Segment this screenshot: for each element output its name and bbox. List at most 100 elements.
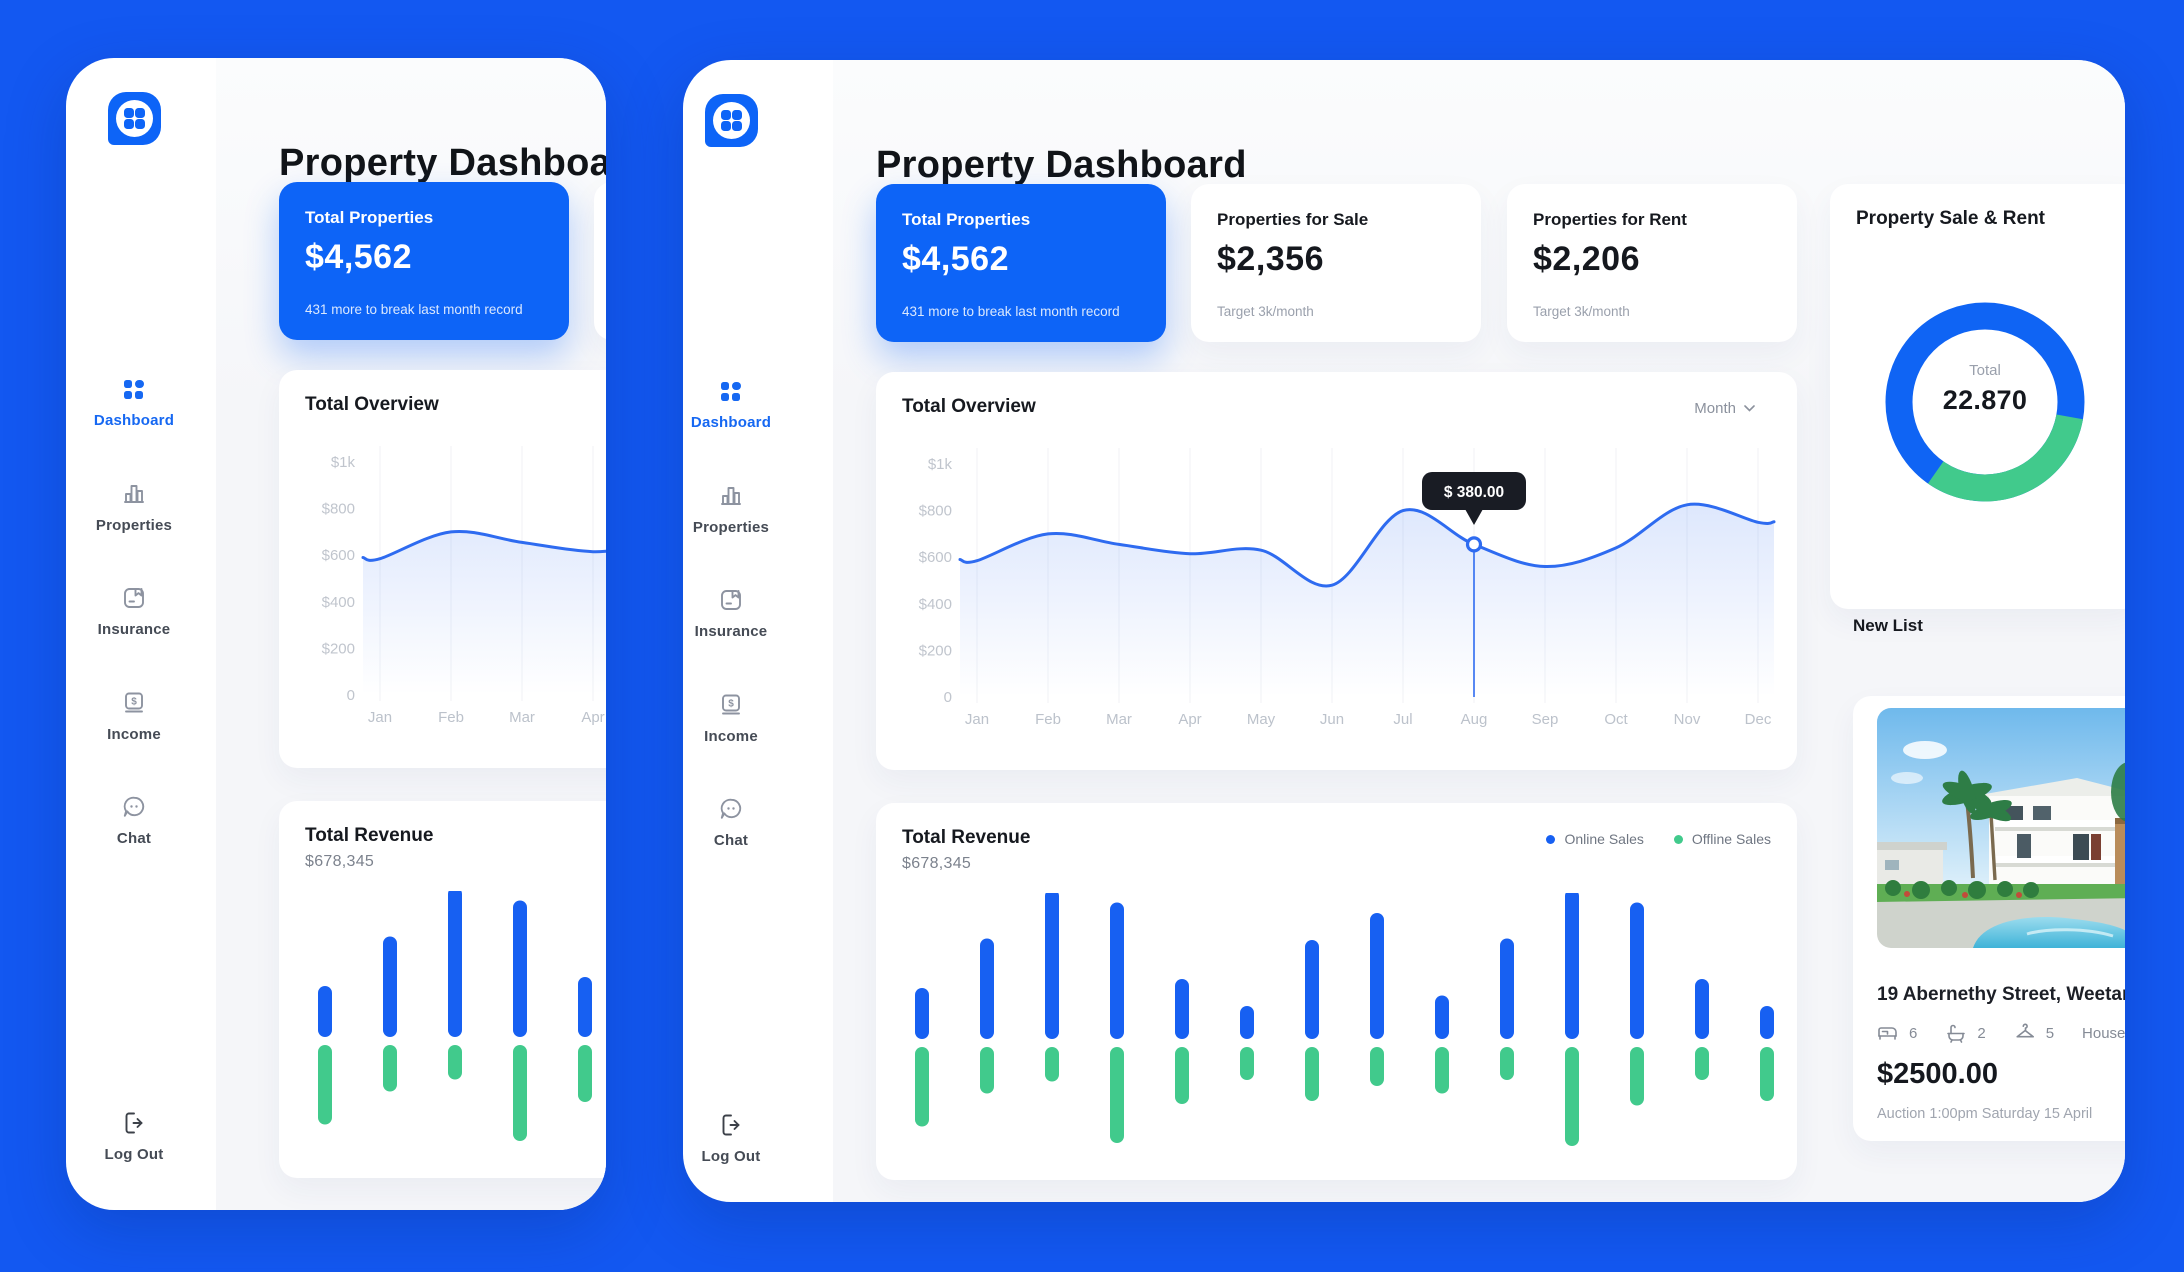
donut-center: Total 22.870 [1905, 362, 2065, 416]
sidebar-item-income[interactable]: $ Income [683, 692, 779, 745]
svg-text:Dec: Dec [1745, 711, 1772, 728]
svg-text:Oct: Oct [1604, 711, 1628, 728]
svg-text:$: $ [728, 699, 734, 710]
listing-price: $2500.00 [1877, 1058, 1998, 1090]
overview-title: Total Overview [305, 394, 439, 415]
sidebar-item-label: Insurance [97, 621, 171, 638]
overview-line-chart: JanFebMarAprMayJunJulAugSepOctNovDec$1k$… [322, 446, 606, 726]
sidebar: Dashboard Properties Insurance [86, 58, 182, 1210]
svg-text:$ 380.00: $ 380.00 [1444, 484, 1504, 501]
bar-chart-icon [721, 487, 741, 505]
svg-text:Jan: Jan [368, 709, 392, 726]
sidebar-item-label: Properties [692, 519, 770, 536]
stat-note: 431 more to break last month record [305, 302, 523, 317]
svg-text:Jun: Jun [1320, 711, 1344, 728]
sidebar-item-logout[interactable]: Log Out [683, 1112, 779, 1165]
stat-label: Total Properties [305, 208, 434, 227]
dashboard-icon [124, 380, 144, 399]
sidebar-item-properties[interactable]: Properties [86, 481, 182, 534]
svg-text:Sep: Sep [1532, 711, 1559, 728]
total-revenue-card: Total Revenue $678,345 Online Sales Offl… [279, 801, 606, 1178]
dollar-book-icon: $ [125, 692, 143, 713]
page-title: Property Dashboard [876, 144, 1247, 186]
dashboard-icon [721, 382, 741, 401]
svg-text:$200: $200 [919, 642, 952, 659]
svg-text:$800: $800 [919, 503, 952, 520]
new-list-title: New List [1853, 616, 1923, 635]
sidebar-item-dashboard[interactable]: Dashboard [86, 376, 182, 429]
legend-label: Online Sales [1564, 831, 1644, 847]
stat-label: Properties for Sale [1217, 210, 1369, 229]
revenue-total: $678,345 [902, 855, 972, 872]
sidebar-item-insurance[interactable]: Insurance [683, 587, 779, 640]
sidebar-item-income[interactable]: $ Income [86, 690, 182, 743]
period-dropdown[interactable]: Month [1694, 400, 1755, 417]
property-sale-rent-card: Property Sale & Rent Total 22.870 [1830, 184, 2125, 609]
logo-circle [116, 100, 153, 137]
donut-center-value: 22.870 [1942, 385, 2028, 415]
bath-icon [1947, 1024, 1966, 1043]
svg-text:$1k: $1k [928, 456, 953, 473]
sidebar-item-label: Income [107, 726, 161, 743]
sidebar-item-label: Log Out [701, 1148, 761, 1165]
stat-note: 431 more to break last month record [902, 304, 1120, 319]
sidebar-item-properties[interactable]: Properties [683, 483, 779, 536]
legend-label: Offline Sales [1691, 831, 1771, 847]
chart-legend: Online Sales Offline Sales [1546, 831, 1771, 847]
logout-icon [125, 1112, 143, 1134]
property-type: House [2082, 1024, 2125, 1042]
svg-text:$400: $400 [919, 596, 952, 613]
svg-text:Apr: Apr [1178, 711, 1201, 728]
revenue-bar-chart [318, 891, 592, 1141]
svg-text:Aug: Aug [1461, 711, 1488, 728]
listing-address: 19 Abernethy Street, Weetan [1877, 984, 2125, 1005]
svg-text:Mar: Mar [1106, 711, 1132, 728]
revenue-bar-chart [915, 893, 1774, 1146]
dollar-book-icon: $ [722, 694, 740, 715]
svg-text:Nov: Nov [1674, 711, 1701, 728]
sidebar-item-logout[interactable]: Log Out [86, 1110, 182, 1163]
bed-icon [1878, 1027, 1897, 1040]
dashboard-panel-left: Dashboard Properties Insurance [66, 58, 606, 1210]
bath-count: 2 [1977, 1024, 1986, 1042]
logo-clover-icon [123, 107, 146, 130]
svg-text:$: $ [131, 697, 137, 708]
sidebar-item-chat[interactable]: Chat [683, 796, 779, 849]
stat-label: Total Properties [902, 210, 1031, 229]
sidebar-item-label: Chat [116, 830, 152, 847]
online-sales-dot-icon [1546, 834, 1556, 844]
svg-text:$800: $800 [322, 501, 355, 518]
svg-text:Feb: Feb [438, 709, 464, 726]
period-dropdown-value: Month [1694, 400, 1736, 417]
hanger-icon [2016, 1023, 2034, 1038]
properties-for-rent-card: Properties for Rent $2,206 Target 3k/mon… [1507, 184, 1797, 342]
listing-card[interactable]: 19 Abernethy Street, Weetan 6 2 [1853, 696, 2125, 1141]
svg-text:Apr: Apr [581, 709, 604, 726]
revenue-title: Total Revenue [305, 825, 434, 846]
sidebar-item-label: Income [704, 728, 758, 745]
svg-text:Mar: Mar [509, 709, 535, 726]
svg-text:0: 0 [347, 687, 355, 704]
revenue-total: $678,345 [305, 853, 375, 870]
stat-value: $4,562 [902, 240, 1009, 278]
sidebar-item-label: Insurance [694, 623, 768, 640]
svg-text:$600: $600 [919, 549, 952, 566]
listing-auction: Auction 1:00pm Saturday 15 April [1877, 1106, 2093, 1122]
legend-online-sales[interactable]: Online Sales [1546, 831, 1644, 847]
app-logo [108, 92, 161, 145]
total-properties-card: Total Properties $4,562 431 more to brea… [876, 184, 1166, 342]
sidebar-item-dashboard[interactable]: Dashboard [683, 378, 779, 431]
stat-value: $4,562 [305, 238, 412, 276]
sidebar-item-chat[interactable]: Chat [86, 794, 182, 847]
svg-text:0: 0 [944, 689, 952, 706]
legend-offline-sales[interactable]: Offline Sales [1673, 831, 1771, 847]
stat-note: Target 3k/month [1217, 304, 1314, 319]
sidebar-item-insurance[interactable]: Insurance [86, 585, 182, 638]
total-overview-card: Total Overview Month JanFebMarAprMayJunJ… [279, 370, 606, 768]
donut-title: Property Sale & Rent [1856, 208, 2045, 229]
sidebar-item-label: Dashboard [690, 414, 772, 431]
sale-rent-donut-chart [1885, 302, 2085, 502]
properties-for-sale-card: Properties for Sale $2,356 Target 3k/mon… [1191, 184, 1481, 342]
logo-clover-icon [720, 109, 743, 132]
